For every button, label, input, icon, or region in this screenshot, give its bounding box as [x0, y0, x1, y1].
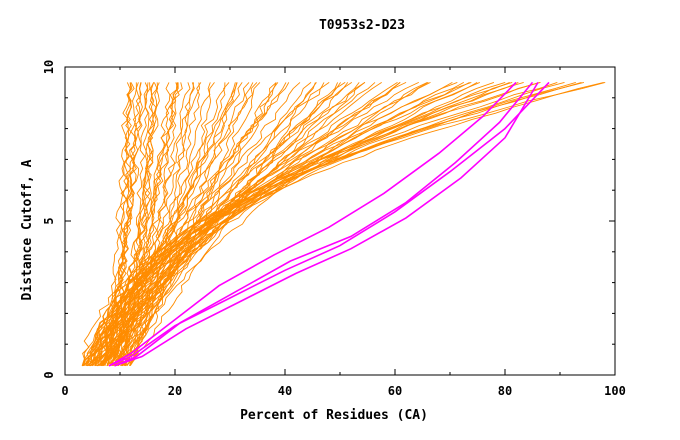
model-curve	[89, 82, 142, 367]
x-tick-label: 80	[498, 384, 512, 398]
model-curve	[87, 82, 143, 367]
y-axis-label: Distance Cutoff, A	[20, 159, 35, 300]
model-curve	[94, 81, 606, 366]
model-curve	[102, 81, 576, 367]
y-tick-label: 0	[42, 371, 56, 378]
model-curve	[129, 82, 429, 367]
chart-title: T0953s2-D23	[319, 18, 405, 33]
x-tick-label: 100	[604, 384, 626, 398]
highlighted-model-curve	[114, 81, 534, 367]
model-curve	[109, 82, 160, 367]
plot-lines	[81, 81, 606, 367]
model-curve	[87, 82, 325, 366]
x-tick-label: 40	[278, 384, 292, 398]
model-curve	[109, 82, 401, 366]
model-curve	[97, 81, 541, 366]
model-curve	[108, 81, 582, 366]
model-curve	[106, 81, 407, 366]
x-tick-label: 0	[61, 384, 68, 398]
x-tick-label: 60	[388, 384, 402, 398]
model-curve	[113, 81, 510, 366]
y-tick-label: 10	[42, 60, 56, 74]
highlighted-model-curve	[108, 81, 517, 367]
x-axis-label: Percent of Residues (CA)	[240, 408, 428, 423]
model-curve	[90, 82, 238, 367]
model-curve	[92, 81, 604, 366]
model-curve	[126, 82, 366, 367]
y-tick-label: 5	[42, 217, 56, 224]
model-curve	[114, 82, 478, 367]
highlighted-model-curve	[108, 81, 550, 367]
model-curve	[123, 81, 513, 366]
axes: 0 20 40 60 80 100 0 5 10	[42, 60, 626, 398]
x-tick-label: 20	[168, 384, 182, 398]
model-curve	[100, 81, 472, 366]
highlighted-model-curve	[114, 81, 539, 367]
model-curve	[82, 81, 524, 366]
model-curve	[91, 82, 230, 367]
